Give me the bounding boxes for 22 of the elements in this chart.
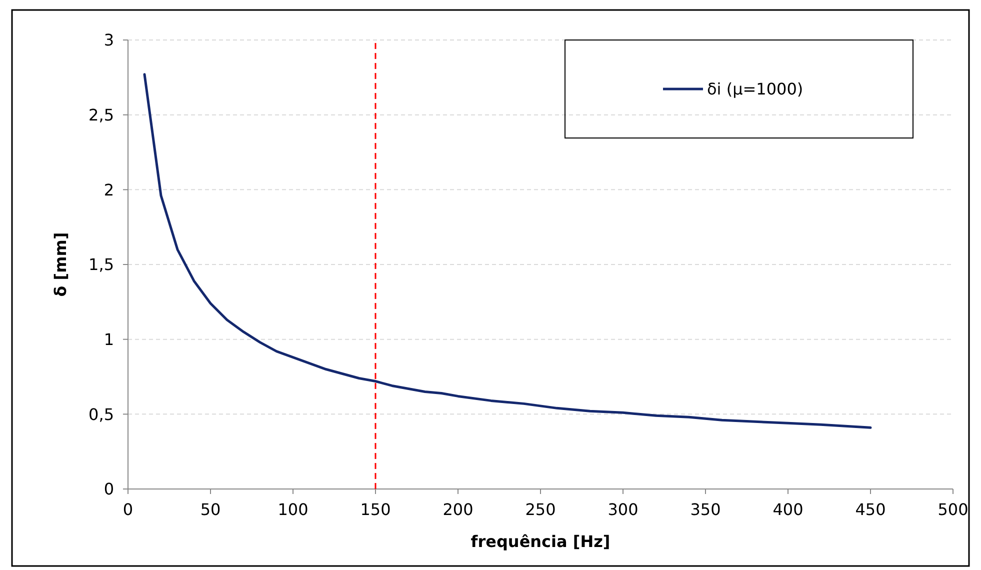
x-tick-label: 350: [690, 500, 721, 519]
y-tick-label: 0: [104, 480, 114, 499]
legend-label: δi (μ=1000): [707, 80, 804, 99]
y-tick-label: 3: [104, 30, 114, 50]
x-tick-label: 450: [855, 500, 886, 519]
x-tick-label: 100: [278, 500, 308, 519]
x-axis-title: frequência [Hz]: [470, 532, 610, 551]
x-tick-label: 500: [938, 500, 968, 519]
y-tick-label: 2,5: [88, 105, 114, 124]
y-tick-label: 1,5: [88, 255, 114, 274]
x-tick-label: 300: [608, 500, 638, 519]
x-tick-label: 50: [200, 500, 221, 519]
x-tick-label: 0: [122, 500, 134, 519]
y-axis-title: δ [mm]: [51, 232, 70, 297]
y-tick-label: 1: [104, 330, 114, 349]
y-tick-label: 0,5: [88, 404, 114, 424]
x-tick-label: 250: [525, 500, 556, 519]
x-tick-label: 200: [442, 500, 474, 519]
line-series: [143, 73, 872, 429]
y-tick-label: 2: [104, 180, 114, 200]
x-tick-label: 150: [360, 500, 391, 519]
x-tick-label: 400: [772, 500, 804, 519]
